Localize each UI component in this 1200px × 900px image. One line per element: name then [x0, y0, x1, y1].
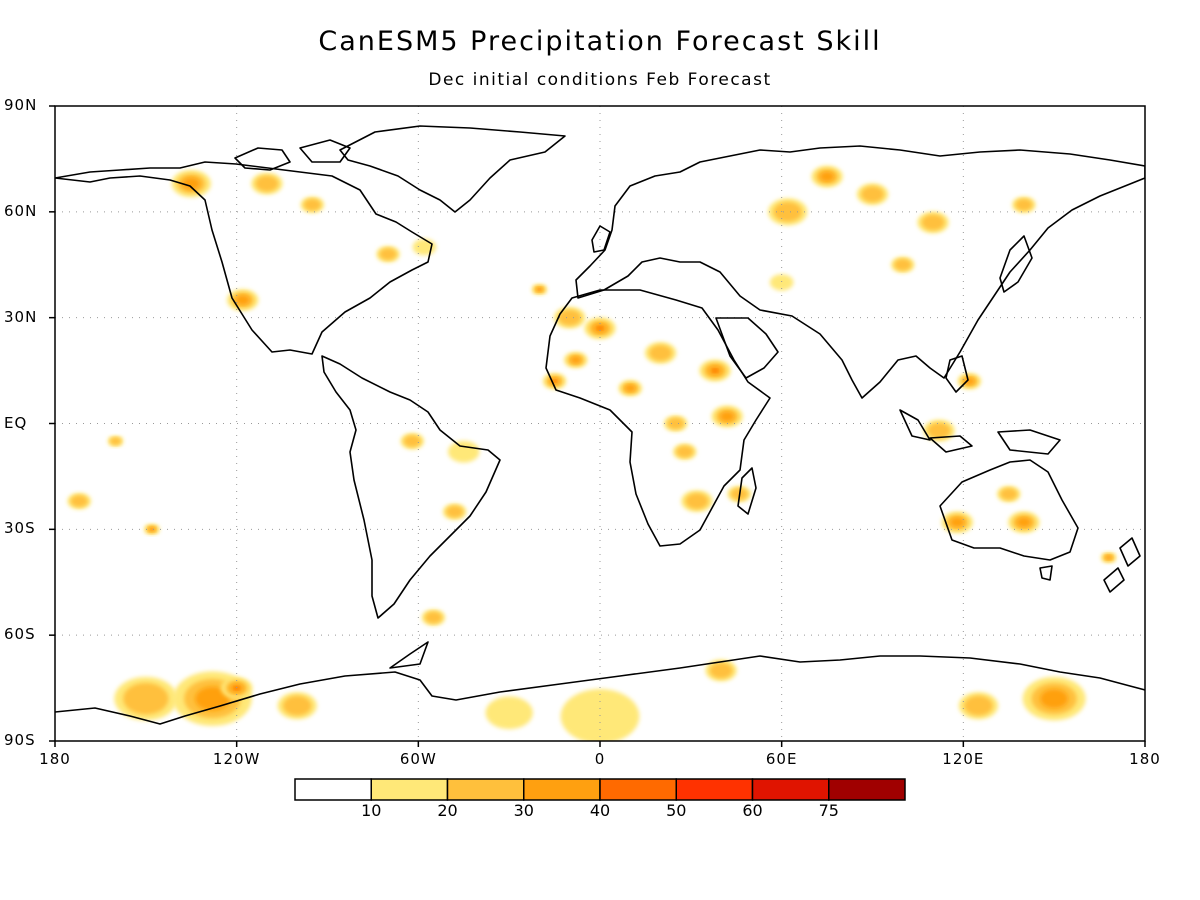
- skill-contour-45-2: [964, 695, 993, 716]
- colorbar-swatch-5: [675, 778, 754, 801]
- colorbar-label: 40: [589, 801, 611, 820]
- skill-contour-9-2: [424, 611, 442, 624]
- skill-contour-39-3: [195, 686, 230, 711]
- lon-label: 120W: [212, 750, 261, 768]
- skill-shading-layer: [67, 165, 1117, 741]
- lat-label: EQ: [4, 413, 28, 432]
- lon-label: 60E: [765, 750, 798, 768]
- skill-contour-33-3: [1016, 517, 1031, 528]
- lat-label: 30S: [4, 519, 36, 538]
- colorbar-swatch-7: [828, 778, 906, 801]
- coastlines: [55, 125, 1145, 725]
- lon-label: 0: [594, 750, 606, 768]
- skill-contour-35-3: [1105, 555, 1113, 560]
- colorbar-label: 75: [818, 801, 839, 820]
- skill-contour-8-2: [446, 505, 464, 518]
- skill-contour-27-2: [1015, 198, 1033, 211]
- skill-contour-26-2: [921, 214, 945, 231]
- skill-contour-13-3: [570, 356, 581, 364]
- colorbar-swatch-6: [751, 778, 830, 801]
- skill-contour-14-4: [552, 379, 557, 383]
- skill-contour-43-2: [709, 662, 733, 679]
- skill-contour-28-2: [894, 258, 912, 271]
- colorbar-label: 30: [513, 801, 534, 820]
- axis-ticks: [49, 105, 1146, 747]
- skill-contour-10-4: [538, 288, 541, 291]
- skill-contour-47-2: [283, 695, 312, 716]
- skill-contour-7-2: [403, 435, 421, 448]
- lat-label: 60S: [4, 625, 36, 644]
- map-subtitle: Dec initial conditions Feb Forecast: [428, 70, 772, 90]
- colorbar-label: 60: [742, 801, 763, 820]
- skill-contour-41-4: [234, 686, 240, 690]
- skill-contour-46-1: [485, 696, 533, 730]
- skill-contour-32-3: [950, 517, 965, 528]
- skill-contour-16-4: [712, 368, 718, 373]
- skill-contour-36-2: [70, 495, 88, 507]
- colorbar-swatch-3: [523, 778, 601, 801]
- lat-label: 60N: [4, 201, 38, 220]
- skill-contour-24-3: [820, 171, 835, 182]
- colorbar-label: 10: [361, 801, 382, 820]
- colorbar-label: 50: [666, 801, 687, 820]
- skill-contour-23-2: [773, 202, 802, 222]
- lon-label: 180: [1129, 750, 1161, 768]
- skill-contour-31-3: [964, 377, 975, 385]
- skill-contour-12-4: [597, 326, 603, 330]
- skill-contour-11-2: [558, 309, 582, 326]
- skill-contour-3-2: [379, 248, 397, 261]
- skill-contour-1-2: [255, 175, 279, 192]
- skill-contour-6-1: [448, 440, 480, 463]
- skill-contour-18-2: [676, 445, 694, 458]
- skill-contour-44-3: [1040, 689, 1069, 709]
- lat-label: 30N: [4, 307, 38, 326]
- skill-contour-0-3: [182, 177, 200, 190]
- skill-contour-4-3: [235, 295, 250, 305]
- skill-contour-30-2: [927, 422, 951, 439]
- skill-contour-17-3: [720, 411, 735, 422]
- lat-label: 90N: [4, 96, 38, 114]
- colorbar-label: 20: [437, 801, 458, 820]
- skill-contour-34-2: [1000, 488, 1018, 500]
- graticule: [55, 106, 1145, 741]
- skill-contour-42-1: [560, 689, 640, 741]
- colorbar-swatch-1: [370, 778, 449, 801]
- skill-contour-37-4: [150, 528, 154, 531]
- colorbar-swatch-0: [294, 778, 372, 801]
- map-title: CanESM5 Precipitation Forecast Skill: [318, 26, 882, 57]
- skill-contour-25-2: [861, 186, 884, 203]
- lon-label: 60W: [399, 750, 437, 768]
- skill-contour-40-2: [123, 682, 169, 715]
- skill-contour-2-2: [303, 198, 321, 211]
- skill-contour-22-2: [667, 417, 685, 430]
- colorbar: [294, 778, 906, 801]
- colorbar-swatch-2: [446, 778, 525, 801]
- skill-contour-21-3: [625, 384, 636, 392]
- colorbar-swatch-4: [599, 778, 677, 801]
- skill-contour-15-2: [649, 345, 672, 361]
- skill-contour-19-2: [685, 493, 709, 509]
- skill-contour-29-1: [769, 274, 794, 291]
- lon-label: 180: [39, 750, 71, 768]
- lon-label: 120E: [942, 750, 985, 768]
- lat-label: 90S: [4, 731, 36, 749]
- skill-contour-5-1: [412, 238, 437, 256]
- skill-contour-38-2: [109, 437, 122, 446]
